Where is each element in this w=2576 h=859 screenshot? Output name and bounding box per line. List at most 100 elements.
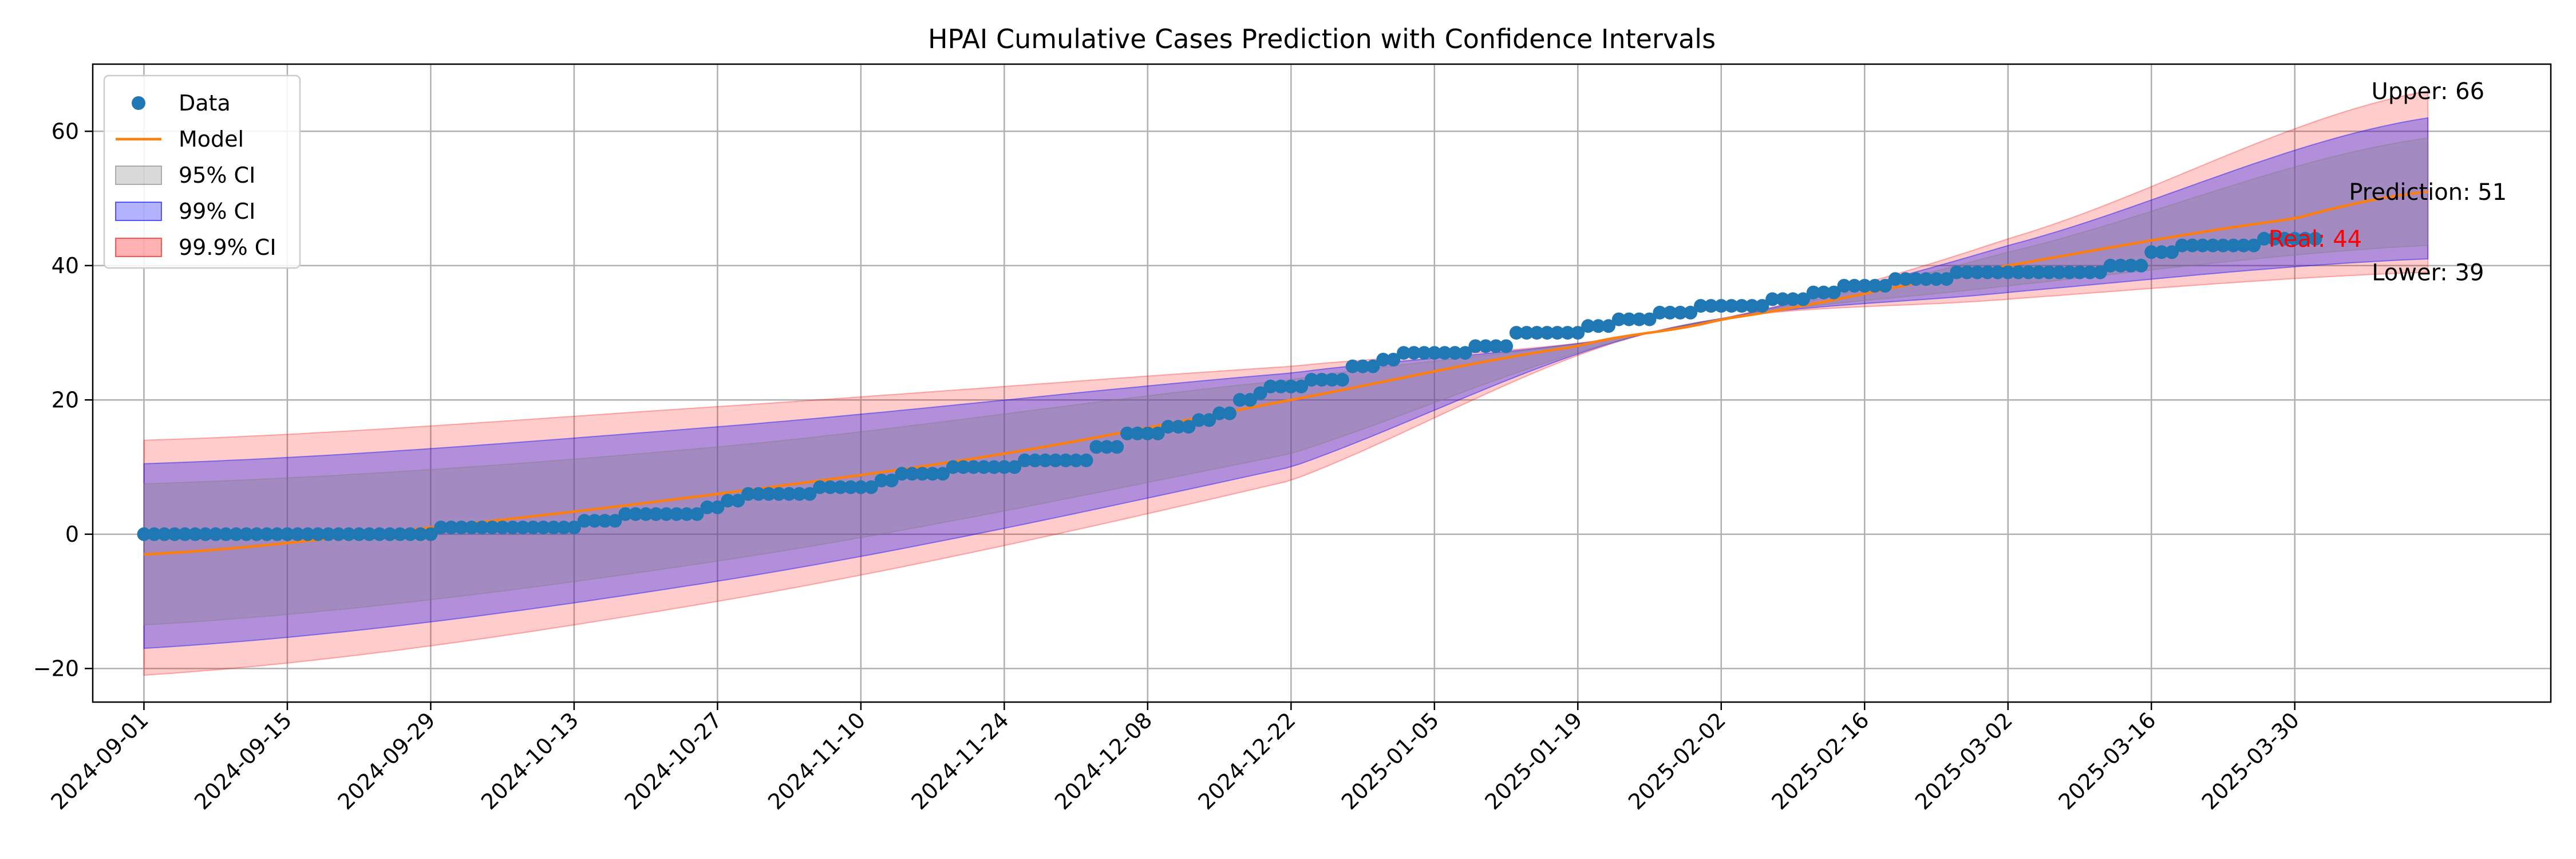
data-point	[2093, 265, 2107, 279]
data-point	[1981, 265, 1994, 279]
data-point	[1632, 312, 1646, 326]
data-point	[455, 521, 469, 535]
data-point	[1437, 346, 1452, 360]
data-point	[1315, 373, 1329, 387]
data-point	[147, 527, 161, 541]
data-point	[2032, 265, 2046, 279]
data-point	[1571, 326, 1585, 340]
data-point	[516, 521, 530, 535]
data-point	[536, 521, 551, 535]
data-point	[2185, 238, 2199, 253]
data-point	[844, 480, 858, 494]
data-point	[752, 487, 765, 501]
data-point	[311, 527, 325, 541]
data-point	[772, 487, 786, 501]
data-point	[946, 460, 960, 474]
data-point	[495, 521, 509, 535]
data-point	[331, 527, 346, 541]
data-point	[208, 527, 223, 541]
data-point	[1898, 272, 1913, 286]
legend-swatch	[115, 202, 162, 221]
data-point	[1243, 393, 1257, 407]
data-point	[526, 521, 540, 535]
data-point	[270, 527, 285, 541]
data-point	[1714, 299, 1728, 313]
data-point	[321, 527, 335, 541]
data-point	[2247, 238, 2261, 253]
data-point	[2165, 245, 2179, 259]
data-point	[1622, 312, 1636, 326]
data-point	[1028, 453, 1042, 467]
data-point	[1305, 373, 1319, 387]
data-point	[1694, 299, 1708, 313]
data-point	[587, 514, 602, 528]
data-point	[2308, 231, 2322, 246]
data-point	[168, 527, 182, 541]
data-point	[1038, 453, 1052, 467]
plot-frame	[92, 63, 2552, 703]
data-point	[1448, 346, 1462, 360]
data-point	[1427, 346, 1441, 360]
data-point	[761, 487, 776, 501]
data-points	[137, 231, 2322, 541]
y-tick-label: 40	[52, 253, 79, 278]
data-point	[1939, 272, 1954, 286]
data-point	[1263, 379, 1278, 393]
data-point	[792, 487, 807, 501]
data-point	[679, 507, 694, 521]
data-point	[1008, 460, 1022, 474]
data-point	[567, 521, 581, 535]
data-point	[1356, 359, 1370, 373]
data-point	[1131, 426, 1144, 440]
data-point	[413, 527, 428, 541]
data-point	[2011, 265, 2025, 279]
data-point	[1745, 299, 1759, 313]
data-point	[1611, 312, 1626, 326]
data-point	[997, 460, 1012, 474]
data-point	[1110, 440, 1124, 454]
annotation: Prediction: 51	[2349, 179, 2507, 206]
data-point	[301, 527, 315, 541]
data-point	[260, 527, 274, 541]
data-point	[1479, 339, 1493, 353]
data-point	[188, 527, 202, 541]
data-point	[1602, 319, 1615, 333]
data-point	[936, 467, 950, 481]
data-point	[1868, 279, 1882, 293]
data-point	[1550, 326, 1564, 340]
legend-swatch	[115, 238, 162, 257]
data-point	[290, 527, 305, 541]
data-point	[1837, 279, 1851, 293]
data-point	[1069, 453, 1083, 467]
data-point	[629, 507, 643, 521]
data-point	[1161, 420, 1175, 434]
data-point	[2052, 265, 2067, 279]
data-point	[1274, 379, 1288, 393]
data-point	[2083, 265, 2097, 279]
data-point	[280, 527, 294, 541]
data-point	[178, 527, 192, 541]
data-point	[1847, 279, 1862, 293]
data-point	[1990, 265, 2005, 279]
data-point	[854, 480, 868, 494]
data-point	[1858, 279, 1872, 293]
data-point	[639, 507, 653, 521]
data-point	[1335, 373, 1349, 387]
annotation: Upper: 66	[2372, 78, 2485, 105]
data-point	[219, 527, 233, 541]
data-point	[424, 527, 438, 541]
data-point	[700, 500, 714, 514]
data-point	[198, 527, 212, 541]
data-point	[1673, 305, 1688, 320]
data-point	[1284, 379, 1298, 393]
data-point	[803, 487, 817, 501]
annotation: Real: 44	[2269, 226, 2362, 253]
data-point	[465, 521, 479, 535]
data-point	[1048, 453, 1062, 467]
data-point	[475, 521, 489, 535]
data-point	[2267, 231, 2281, 246]
legend-swatch	[132, 96, 145, 110]
data-point	[915, 467, 930, 481]
data-point	[1909, 272, 1923, 286]
